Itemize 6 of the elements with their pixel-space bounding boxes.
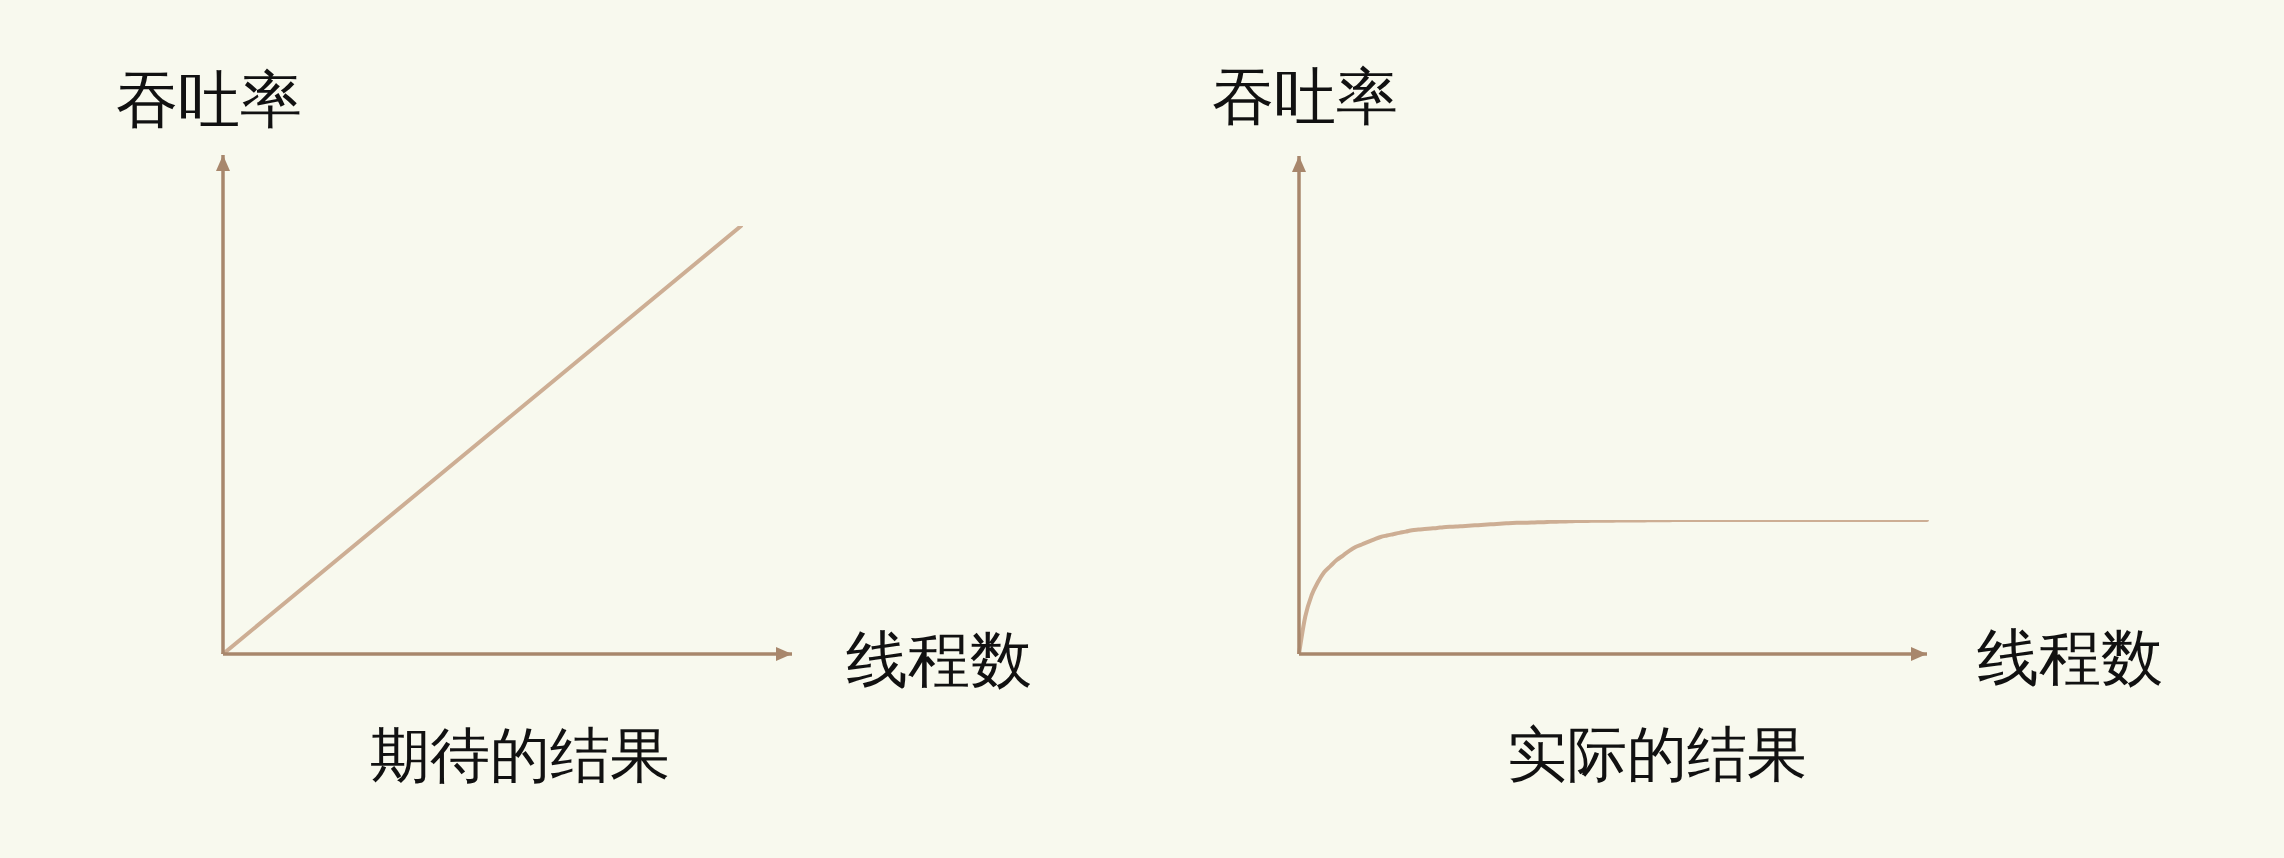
text: 实际的结果 xyxy=(1507,719,1807,789)
text: 期待的结果 xyxy=(370,720,670,790)
x-axis-title: 线程数 xyxy=(1977,621,2163,694)
y-axis-title: 吞吐率 xyxy=(116,63,302,136)
y-axis-title: 吞吐率 xyxy=(1212,60,1398,133)
x-axis-title: 线程数 xyxy=(846,623,1032,696)
